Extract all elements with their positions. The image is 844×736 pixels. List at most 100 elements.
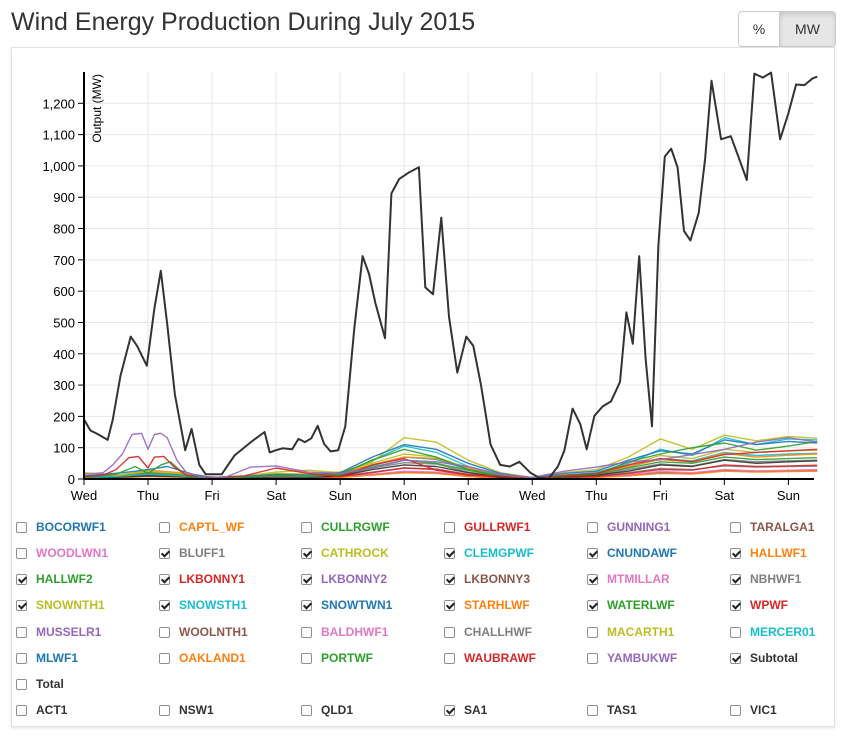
series-toggle-vic1[interactable]: VIC1 — [730, 703, 777, 717]
checkbox[interactable] — [159, 652, 170, 664]
checkbox[interactable] — [730, 521, 741, 533]
checkbox[interactable] — [16, 678, 27, 690]
checkbox[interactable] — [587, 652, 598, 664]
series-toggle-challhwf[interactable]: CHALLHWF — [444, 625, 532, 639]
checkbox[interactable] — [16, 652, 27, 664]
x-tick-label: Fri — [204, 488, 219, 503]
x-tick-label: Wed — [519, 488, 546, 503]
checkbox[interactable] — [301, 521, 312, 533]
checkbox[interactable] — [587, 521, 598, 533]
checkbox[interactable] — [159, 599, 170, 611]
series-toggle-lkbonny1[interactable]: LKBONNY1 — [159, 572, 245, 586]
series-toggle-act1[interactable]: ACT1 — [16, 703, 67, 717]
checkbox[interactable] — [587, 626, 598, 638]
series-toggle-snowsth1[interactable]: SNOWSTH1 — [159, 598, 247, 612]
series-toggle-gullrwf1[interactable]: GULLRWF1 — [444, 520, 530, 534]
series-toggle-baldhwf1[interactable]: BALDHWF1 — [301, 625, 388, 639]
series-toggle-waterlwf[interactable]: WATERLWF — [587, 598, 675, 612]
checkbox[interactable] — [159, 547, 170, 559]
series-toggle-qld1[interactable]: QLD1 — [301, 703, 353, 717]
checkbox[interactable] — [587, 704, 598, 716]
checkbox[interactable] — [301, 652, 312, 664]
checkbox[interactable] — [159, 704, 170, 716]
series-toggle-mlwf1[interactable]: MLWF1 — [16, 651, 78, 665]
series-toggle-hallwf1[interactable]: HALLWF1 — [730, 546, 807, 560]
checkbox[interactable] — [730, 599, 741, 611]
checkbox[interactable] — [16, 547, 27, 559]
series-toggle-portwf[interactable]: PORTWF — [301, 651, 373, 665]
series-toggle-lkbonny2[interactable]: LKBONNY2 — [301, 572, 387, 586]
series-toggle-gunning1[interactable]: GUNNING1 — [587, 520, 670, 534]
series-toggle-cathrock[interactable]: CATHROCK — [301, 546, 389, 560]
checkbox[interactable] — [16, 521, 27, 533]
series-toggle-clemgpwf[interactable]: CLEMGPWF — [444, 546, 534, 560]
checkbox[interactable] — [444, 599, 455, 611]
percent-button[interactable]: % — [739, 12, 779, 46]
series-toggle-lkbonny3[interactable]: LKBONNY3 — [444, 572, 530, 586]
series-toggle-woodlwn1[interactable]: WOODLWN1 — [16, 546, 108, 560]
series-toggle-tas1[interactable]: TAS1 — [587, 703, 637, 717]
series-toggle-bluff1[interactable]: BLUFF1 — [159, 546, 225, 560]
checkbox[interactable] — [16, 573, 27, 585]
checkbox[interactable] — [730, 652, 741, 664]
checkbox[interactable] — [444, 573, 455, 585]
series-toggle-woolnth1[interactable]: WOOLNTH1 — [159, 625, 248, 639]
series-toggle-waubrawf[interactable]: WAUBRAWF — [444, 651, 536, 665]
checkbox[interactable] — [301, 626, 312, 638]
checkbox[interactable] — [301, 547, 312, 559]
series-toggle-mtmillar[interactable]: MTMILLAR — [587, 572, 670, 586]
page-title: Wind Energy Production During July 2015 — [11, 8, 476, 36]
series-toggle-bocorwf1[interactable]: BOCORWF1 — [16, 520, 106, 534]
series-toggle-snownth1[interactable]: SNOWNTH1 — [16, 598, 105, 612]
series-toggle-starhlwf[interactable]: STARHLWF — [444, 598, 530, 612]
checkbox-label: VIC1 — [750, 703, 777, 717]
checkbox[interactable] — [587, 599, 598, 611]
series-toggle-nbhwf1[interactable]: NBHWF1 — [730, 572, 801, 586]
checkbox-label: CULLRGWF — [321, 520, 390, 534]
checkbox[interactable] — [16, 626, 27, 638]
checkbox[interactable] — [16, 704, 27, 716]
x-tick-label: Mon — [392, 488, 417, 503]
series-toggle-cullrgwf[interactable]: CULLRGWF — [301, 520, 390, 534]
checkbox[interactable] — [301, 573, 312, 585]
checkbox[interactable] — [444, 626, 455, 638]
y-tick-label: 400 — [53, 347, 75, 362]
checkbox[interactable] — [301, 599, 312, 611]
checkbox[interactable] — [587, 547, 598, 559]
series-toggle-hallwf2[interactable]: HALLWF2 — [16, 572, 93, 586]
checkbox[interactable] — [444, 547, 455, 559]
series-toggle-captl_wf[interactable]: CAPTL_WF — [159, 520, 244, 534]
series-toggle-yambukwf[interactable]: YAMBUKWF — [587, 651, 677, 665]
checkbox[interactable] — [16, 599, 27, 611]
mw-button[interactable]: MW — [779, 12, 835, 46]
series-toggle-taralga1[interactable]: TARALGA1 — [730, 520, 814, 534]
checkbox[interactable] — [444, 652, 455, 664]
checkbox[interactable] — [587, 573, 598, 585]
checkbox[interactable] — [730, 573, 741, 585]
y-tick-label: 1,000 — [42, 159, 75, 174]
series-toggle-cnundawf[interactable]: CNUNDAWF — [587, 546, 677, 560]
checkbox-label: Total — [36, 677, 64, 691]
checkbox[interactable] — [730, 626, 741, 638]
checkbox-label: SNOWTWN1 — [321, 598, 393, 612]
checkbox[interactable] — [444, 704, 455, 716]
series-toggle-musselr1[interactable]: MUSSELR1 — [16, 625, 101, 639]
x-tick-label: Wed — [71, 488, 98, 503]
checkbox[interactable] — [159, 626, 170, 638]
series-toggle-macarth1[interactable]: MACARTH1 — [587, 625, 674, 639]
checkbox[interactable] — [159, 573, 170, 585]
checkbox-label: PORTWF — [321, 651, 373, 665]
series-toggle-total[interactable]: Total — [16, 677, 64, 691]
series-toggle-nsw1[interactable]: NSW1 — [159, 703, 214, 717]
checkbox[interactable] — [159, 521, 170, 533]
checkbox[interactable] — [444, 521, 455, 533]
series-toggle-snowtwn1[interactable]: SNOWTWN1 — [301, 598, 392, 612]
series-toggle-wpwf[interactable]: WPWF — [730, 598, 788, 612]
series-toggle-subtotal[interactable]: Subtotal — [730, 651, 798, 665]
series-toggle-mercer01[interactable]: MERCER01 — [730, 625, 815, 639]
series-toggle-oakland1[interactable]: OAKLAND1 — [159, 651, 246, 665]
checkbox[interactable] — [301, 704, 312, 716]
series-toggle-sa1[interactable]: SA1 — [444, 703, 487, 717]
checkbox[interactable] — [730, 704, 741, 716]
checkbox[interactable] — [730, 547, 741, 559]
